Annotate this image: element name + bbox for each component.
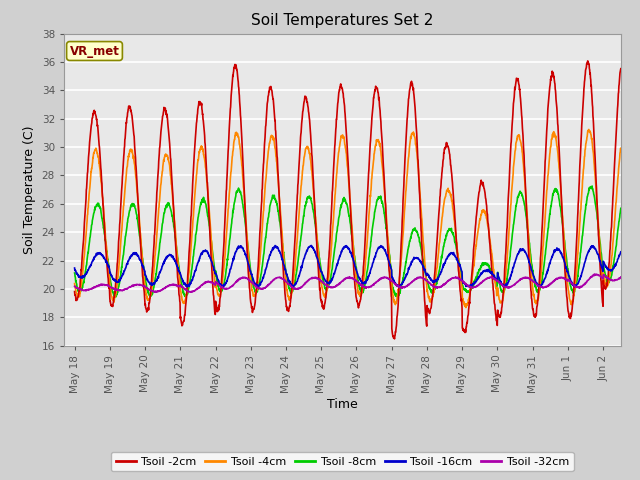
Legend: Tsoil -2cm, Tsoil -4cm, Tsoil -8cm, Tsoil -16cm, Tsoil -32cm: Tsoil -2cm, Tsoil -4cm, Tsoil -8cm, Tsoi… xyxy=(111,452,573,471)
Title: Soil Temperatures Set 2: Soil Temperatures Set 2 xyxy=(252,13,433,28)
Y-axis label: Soil Temperature (C): Soil Temperature (C) xyxy=(23,125,36,254)
X-axis label: Time: Time xyxy=(327,398,358,411)
Text: VR_met: VR_met xyxy=(70,45,120,58)
